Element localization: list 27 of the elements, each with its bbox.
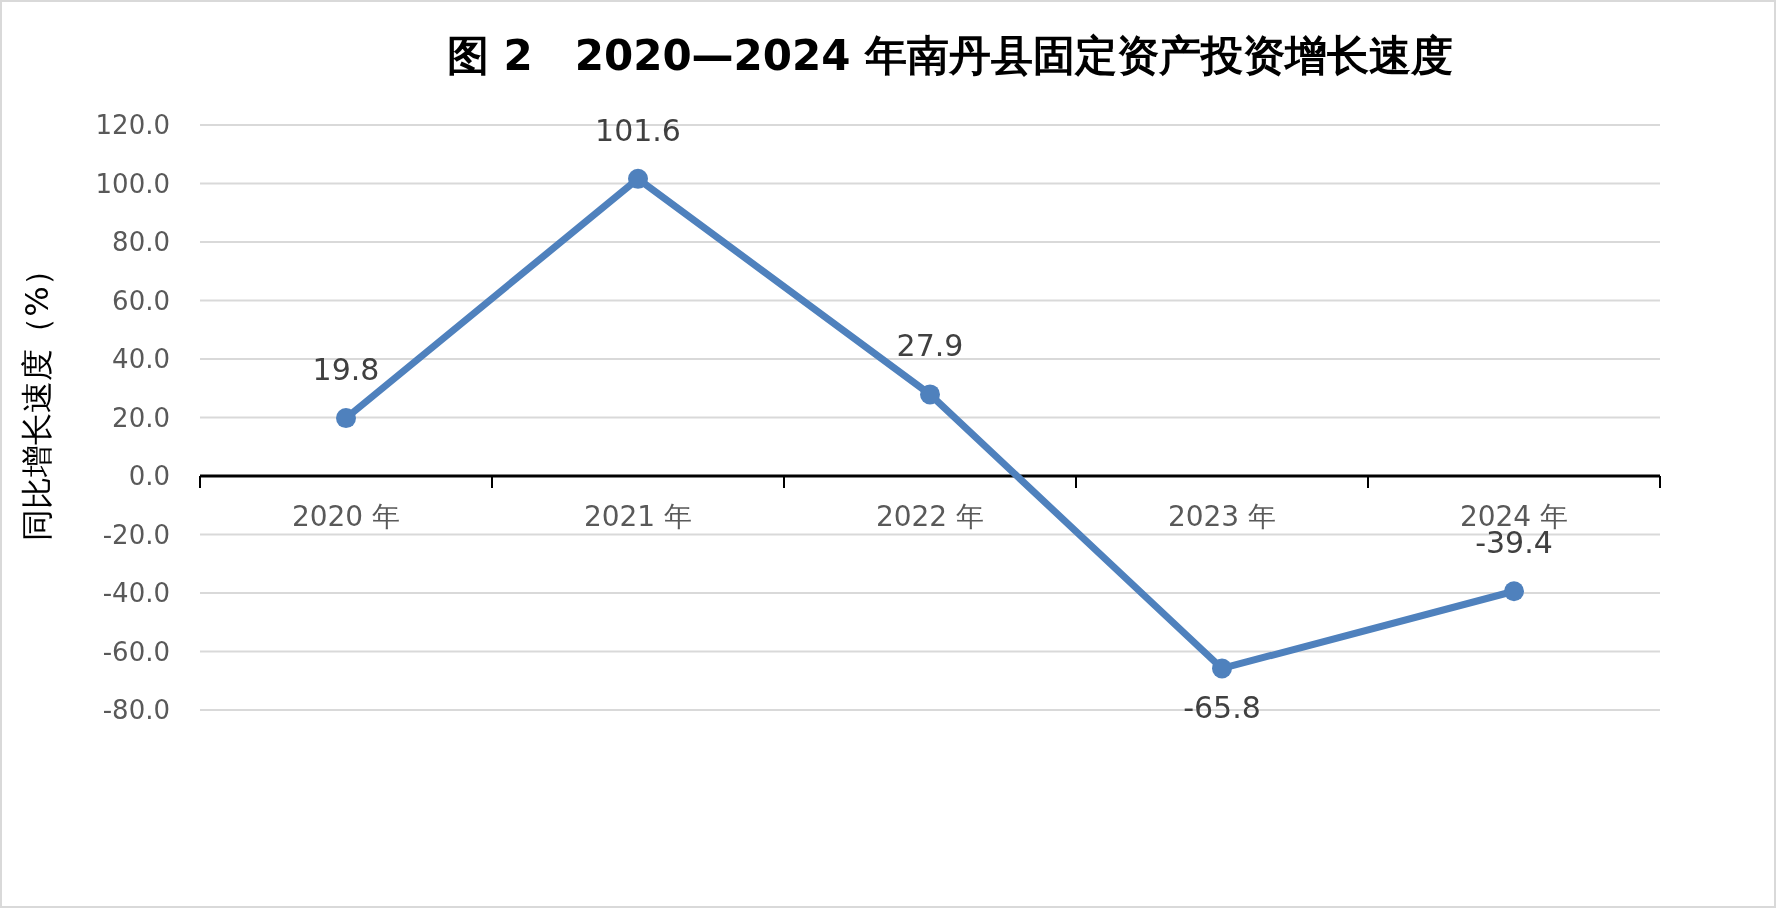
chart-title: 图 2 2020—2024 年南丹县固定资产投资增长速度 xyxy=(446,31,1454,80)
data-label: 19.8 xyxy=(312,352,380,388)
y-axis-title: 同比增长速度（%） xyxy=(18,254,56,541)
y-tick-label: 60.0 xyxy=(112,285,170,316)
y-tick-label: -20.0 xyxy=(102,519,170,550)
y-tick-label: 120.0 xyxy=(95,110,170,140)
y-tick-label: 100.0 xyxy=(95,168,170,199)
point xyxy=(1504,581,1524,602)
y-tick-label: -60.0 xyxy=(102,636,170,667)
data-label: -65.8 xyxy=(1183,690,1261,726)
x-tick-label: 2022 年 xyxy=(875,500,985,533)
data-label: 27.9 xyxy=(896,328,964,364)
y-tick-label: -80.0 xyxy=(102,695,170,725)
point xyxy=(336,408,356,429)
data-label: -39.4 xyxy=(1475,525,1553,561)
point xyxy=(1212,658,1232,679)
point xyxy=(628,168,648,189)
y-tick-label: 20.0 xyxy=(112,402,170,433)
y-tick-label: 0.0 xyxy=(128,461,170,491)
y-tick-label: -40.0 xyxy=(102,578,170,608)
x-tick-label: 2020 年 xyxy=(291,500,401,533)
y-tick-label: 40.0 xyxy=(112,344,170,374)
x-tick-label: 2023 年 xyxy=(1167,500,1277,533)
x-tick-label: 2021 年 xyxy=(583,500,693,533)
y-tick-label: 80.0 xyxy=(112,227,170,257)
data-label: 101.6 xyxy=(595,112,681,148)
point xyxy=(920,384,940,405)
